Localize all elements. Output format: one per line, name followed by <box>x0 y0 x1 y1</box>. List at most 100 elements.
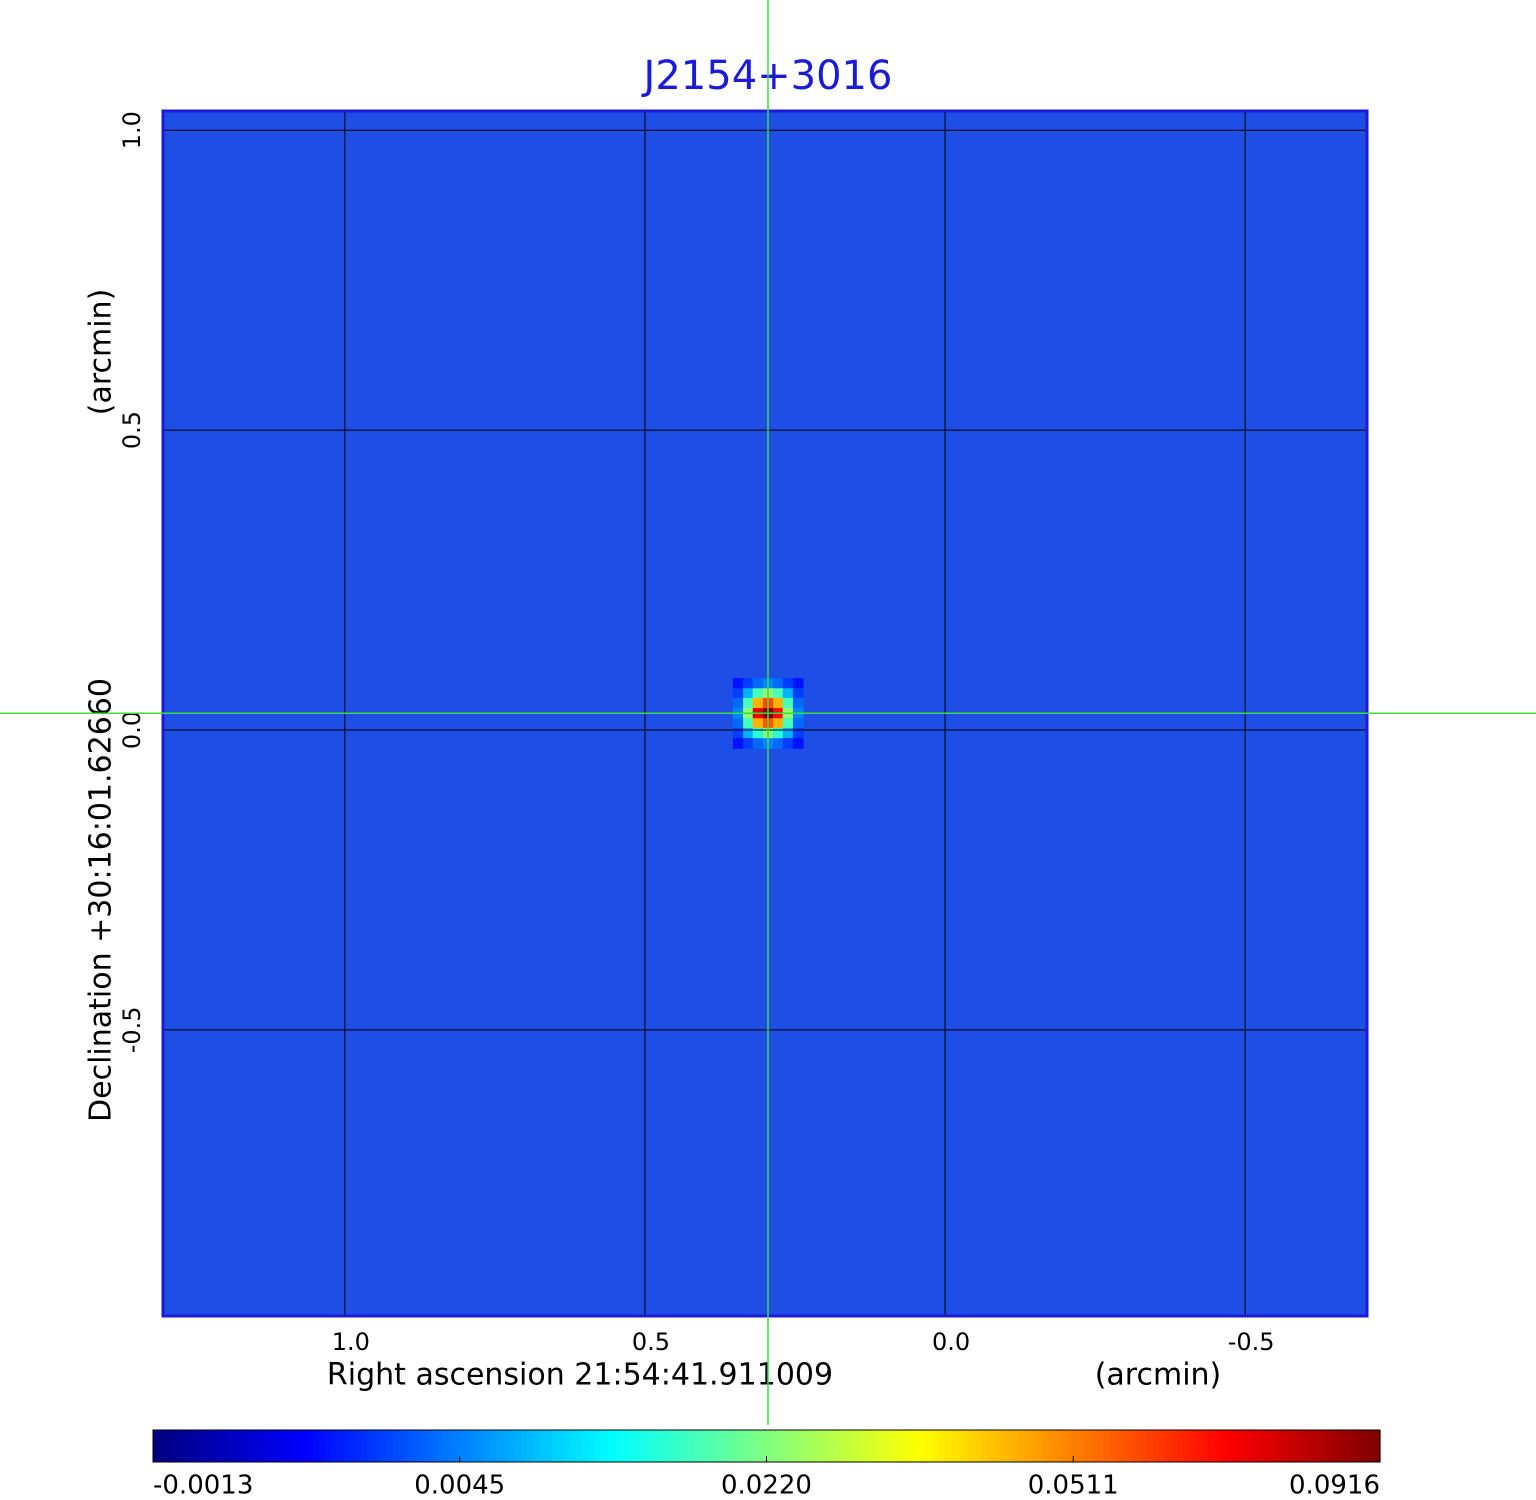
image-pixel <box>752 688 764 700</box>
colorbar-segment <box>1159 1430 1166 1462</box>
colorbar-segment <box>999 1430 1007 1462</box>
colorbar-segment <box>1128 1430 1136 1462</box>
colorbar-segment <box>643 1430 651 1462</box>
colorbar-segment <box>803 1430 811 1462</box>
colorbar-segment <box>668 1430 676 1462</box>
x-tick-label: 1.0 <box>332 1328 370 1356</box>
image-pixel <box>782 738 794 749</box>
image-pixel <box>782 678 794 689</box>
colorbar-tick-label: 0.0045 <box>414 1471 505 1500</box>
image-pixel <box>752 727 764 739</box>
colorbar-segment <box>527 1430 534 1462</box>
colorbar-segment <box>1367 1430 1375 1462</box>
colorbar-segment <box>1030 1430 1038 1462</box>
colorbar-segment <box>1312 1430 1320 1462</box>
colorbar-segment <box>392 1430 399 1462</box>
colorbar-segment <box>208 1430 215 1462</box>
colorbar-segment <box>1011 1430 1019 1462</box>
colorbar-segment <box>1042 1430 1050 1462</box>
colorbar-tick-label: 0.0916 <box>1289 1471 1380 1500</box>
colorbar-segment <box>453 1430 461 1462</box>
colorbar-segment <box>913 1430 921 1462</box>
colorbar-segment <box>895 1430 903 1462</box>
image-pixel <box>792 718 804 729</box>
image-pixel <box>792 678 804 689</box>
colorbar-segment <box>195 1430 203 1462</box>
colorbar-segment <box>956 1430 964 1462</box>
colorbar-segment <box>815 1430 823 1462</box>
colorbar-segment <box>484 1430 492 1462</box>
colorbar-segment <box>662 1430 669 1462</box>
colorbar-segment <box>1294 1430 1301 1462</box>
colorbar-segment <box>1361 1430 1369 1462</box>
colorbar-segment <box>404 1430 412 1462</box>
colorbar-segment <box>435 1430 442 1462</box>
colorbar-segment <box>1306 1430 1314 1462</box>
colorbar-segment <box>741 1430 749 1462</box>
colorbar-segment <box>245 1430 252 1462</box>
colorbar-segment <box>521 1430 528 1462</box>
colorbar-segment <box>539 1430 547 1462</box>
y-axis-unit: (arcmin) <box>84 289 119 416</box>
colorbar-segment <box>220 1430 228 1462</box>
colorbar-segment <box>735 1430 743 1462</box>
colorbar-tick-label: 0.0511 <box>1028 1471 1119 1500</box>
image-pixel <box>792 697 804 709</box>
colorbar-segment <box>674 1430 682 1462</box>
colorbar-segment <box>987 1430 995 1462</box>
colorbar-segment <box>1103 1430 1111 1462</box>
colorbar-segment <box>809 1430 817 1462</box>
image-pixel <box>732 688 744 700</box>
colorbar-segment <box>791 1430 798 1462</box>
colorbar-segment <box>870 1430 878 1462</box>
colorbar-segment <box>294 1430 301 1462</box>
colorbar-segment <box>919 1430 927 1462</box>
colorbar-segment <box>343 1430 350 1462</box>
colorbar-segment <box>570 1430 577 1462</box>
colorbar-segment <box>337 1430 344 1462</box>
colorbar-tick-label: 0.0220 <box>721 1471 812 1500</box>
colorbar-segment <box>1269 1430 1277 1462</box>
x-tick-label: -0.5 <box>1228 1328 1275 1356</box>
colorbar-segment <box>1091 1430 1099 1462</box>
colorbar-segment <box>1226 1430 1234 1462</box>
colorbar-segment <box>1153 1430 1160 1462</box>
colorbar-segment <box>1245 1430 1252 1462</box>
colorbar-segment <box>1343 1430 1350 1462</box>
image-pixel <box>732 678 744 689</box>
colorbar-segment <box>1097 1430 1105 1462</box>
colorbar-segment <box>1281 1430 1289 1462</box>
image-pixel <box>773 727 784 739</box>
colorbar-segment <box>944 1430 952 1462</box>
image-pixel <box>743 738 754 749</box>
colorbar-segment <box>950 1430 958 1462</box>
colorbar-segment <box>551 1430 559 1462</box>
colorbar-segment <box>257 1430 265 1462</box>
image-pixel <box>773 678 784 689</box>
colorbar-segment <box>649 1430 657 1462</box>
colorbar-segment <box>300 1430 307 1462</box>
colorbar-segment <box>1165 1430 1173 1462</box>
colorbar-segment <box>588 1430 596 1462</box>
image-pixel <box>782 697 794 709</box>
colorbar-segment <box>269 1430 277 1462</box>
colorbar-segment <box>1251 1430 1258 1462</box>
colorbar-segment <box>582 1430 590 1462</box>
colorbar-segment <box>557 1430 565 1462</box>
colorbar-segment <box>1220 1430 1228 1462</box>
colorbar-segment <box>422 1430 430 1462</box>
colorbar-segment <box>827 1430 835 1462</box>
colorbar-segment <box>1060 1430 1068 1462</box>
colorbar-segment <box>864 1430 872 1462</box>
colorbar-segment <box>840 1430 847 1462</box>
colorbar-segment <box>1275 1430 1283 1462</box>
colorbar-segment <box>1324 1430 1332 1462</box>
colorbar-segment <box>968 1430 976 1462</box>
colorbar-segment <box>772 1430 780 1462</box>
colorbar-segment <box>907 1430 915 1462</box>
colorbar-segment <box>496 1430 504 1462</box>
colorbar-segment <box>1177 1430 1185 1462</box>
colorbar-segment <box>901 1430 909 1462</box>
image-pixel <box>773 718 784 729</box>
